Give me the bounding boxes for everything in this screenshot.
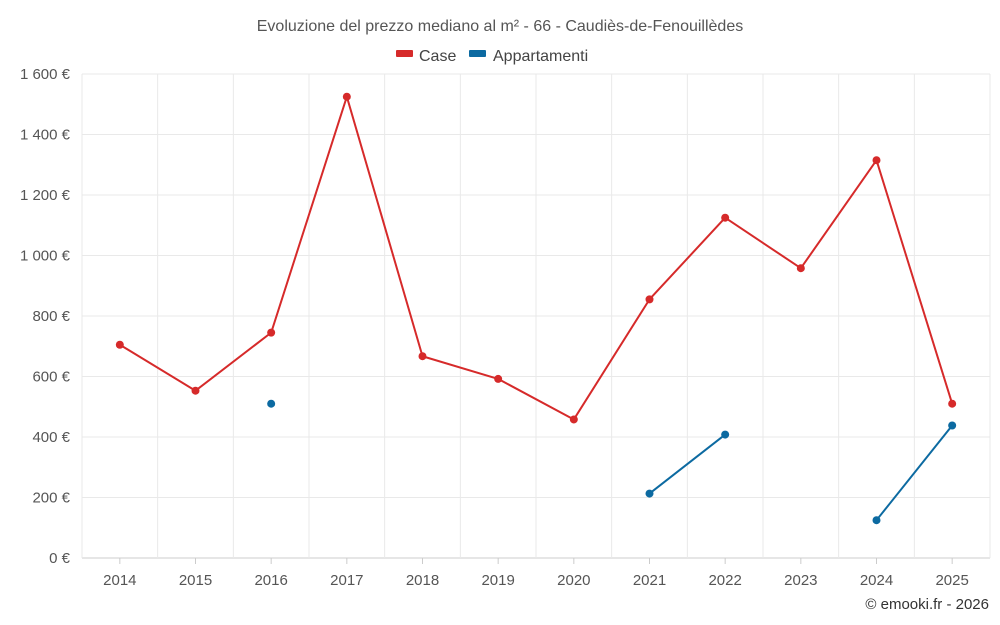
chart-title: Evoluzione del prezzo mediano al m² - 66… — [257, 18, 743, 35]
data-point-case[interactable] — [115, 340, 124, 349]
data-point-appartamenti[interactable] — [645, 489, 654, 498]
data-point-case[interactable] — [494, 374, 503, 383]
y-tick-label: 200 € — [32, 490, 70, 507]
y-tick-label: 0 € — [49, 550, 71, 567]
data-point-appartamenti[interactable] — [948, 421, 957, 430]
legend: Case Appartamenti — [396, 48, 588, 65]
legend-swatch-case — [396, 50, 413, 57]
x-tick-label: 2016 — [254, 572, 287, 589]
y-tick-label: 600 € — [32, 369, 70, 386]
data-point-appartamenti[interactable] — [721, 430, 730, 439]
legend-label-appartamenti: Appartamenti — [493, 48, 588, 65]
x-axis: 2014 2015 2016 2017 2018 2019 2020 2021 2022 2023… — [103, 558, 969, 589]
x-tick-label: 2014 — [103, 572, 136, 589]
data-point-case[interactable] — [569, 415, 578, 424]
x-tick-label: 2019 — [481, 572, 514, 589]
x-tick-label: 2018 — [406, 572, 439, 589]
legend-swatch-appartamenti — [469, 50, 486, 57]
credit: © emooki.fr - 2026 — [865, 596, 989, 613]
y-tick-label: 800 € — [32, 308, 70, 325]
x-tick-label: 2020 — [557, 572, 590, 589]
series-line-appartamenti — [875, 424, 953, 521]
x-tick-label: 2025 — [935, 572, 968, 589]
legend-item-appartamenti[interactable]: Appartamenti — [469, 48, 588, 65]
data-point-case[interactable] — [418, 352, 427, 361]
data-point-case[interactable] — [267, 328, 276, 337]
y-tick-label: 1 000 € — [20, 248, 71, 265]
grid — [81, 73, 991, 559]
data-point-case[interactable] — [796, 264, 805, 273]
legend-label-case: Case — [419, 48, 456, 65]
series-line-case — [119, 95, 954, 421]
y-axis: 0 € 200 € 400 € 600 € 800 € 1 000 € 1 200 € 1 4… — [20, 66, 71, 567]
data-point-case[interactable] — [948, 399, 957, 408]
data-point-case[interactable] — [872, 156, 881, 165]
y-tick-label: 400 € — [32, 429, 70, 446]
data-point-appartamenti[interactable] — [267, 399, 276, 408]
data-point-case[interactable] — [342, 92, 351, 101]
data-point-case[interactable] — [191, 386, 200, 395]
data-point-case[interactable] — [721, 213, 730, 222]
x-tick-label: 2021 — [633, 572, 666, 589]
x-tick-label: 2017 — [330, 572, 363, 589]
legend-item-case[interactable]: Case — [396, 48, 456, 65]
x-tick-label: 2023 — [784, 572, 817, 589]
y-tick-label: 1 200 € — [20, 187, 71, 204]
series-line-appartamenti — [648, 433, 726, 495]
data-point-appartamenti[interactable] — [872, 516, 881, 525]
x-tick-label: 2024 — [860, 572, 893, 589]
x-tick-label: 2022 — [708, 572, 741, 589]
y-tick-label: 1 400 € — [20, 127, 71, 144]
data-point-case[interactable] — [645, 295, 654, 304]
plot-area — [115, 92, 957, 525]
y-tick-label: 1 600 € — [20, 66, 71, 83]
x-tick-label: 2015 — [179, 572, 212, 589]
